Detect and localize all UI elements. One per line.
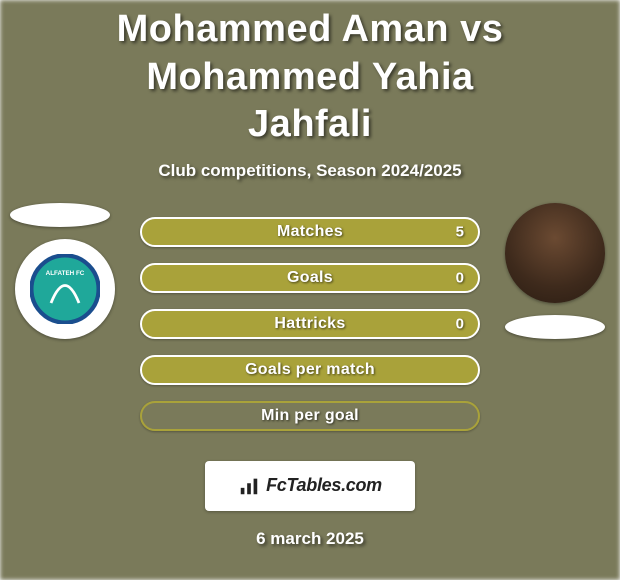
stat-bar-min-per-goal: Min per goal bbox=[140, 401, 480, 431]
title-line-2: Jahfali bbox=[248, 103, 372, 145]
stat-value: 5 bbox=[456, 223, 464, 240]
club-crest-text: ALFATEH FC bbox=[46, 270, 85, 277]
stat-label: Min per goal bbox=[261, 407, 359, 425]
stat-label: Hattricks bbox=[274, 315, 345, 333]
stats-area: ALFATEH FC Matches 5 Goals 0 Hattricks 0… bbox=[0, 217, 620, 447]
stat-label: Matches bbox=[277, 223, 343, 241]
title-line-1: Mohammed Aman vs Mohammed Yahia bbox=[117, 8, 504, 98]
stat-bar-matches: Matches 5 bbox=[140, 217, 480, 247]
stat-bar-hattricks: Hattricks 0 bbox=[140, 309, 480, 339]
source-logo-text: FcTables.com bbox=[266, 475, 382, 496]
player-right-blank-pill bbox=[505, 315, 605, 339]
stat-bar-goals-per-match: Goals per match bbox=[140, 355, 480, 385]
page-title: Mohammed Aman vs Mohammed Yahia Jahfali bbox=[0, 0, 620, 149]
stat-bar-goals: Goals 0 bbox=[140, 263, 480, 293]
source-logo-box: FcTables.com bbox=[205, 461, 415, 511]
player-right-column bbox=[500, 203, 610, 339]
stat-label: Goals per match bbox=[245, 361, 375, 379]
player-left-club-badge: ALFATEH FC bbox=[15, 239, 115, 339]
date-text: 6 march 2025 bbox=[0, 529, 620, 549]
player-right-avatar bbox=[505, 203, 605, 303]
club-crest-icon: ALFATEH FC bbox=[30, 254, 100, 324]
stat-value: 0 bbox=[456, 315, 464, 332]
stat-value: 0 bbox=[456, 269, 464, 286]
player-left-blank-pill bbox=[10, 203, 110, 227]
bar-chart-icon bbox=[238, 475, 260, 497]
stat-label: Goals bbox=[287, 269, 333, 287]
card-content: Mohammed Aman vs Mohammed Yahia Jahfali … bbox=[0, 0, 620, 580]
subtitle: Club competitions, Season 2024/2025 bbox=[0, 161, 620, 181]
player-left-column: ALFATEH FC bbox=[10, 203, 120, 339]
stat-rows: Matches 5 Goals 0 Hattricks 0 Goals per … bbox=[140, 217, 480, 431]
